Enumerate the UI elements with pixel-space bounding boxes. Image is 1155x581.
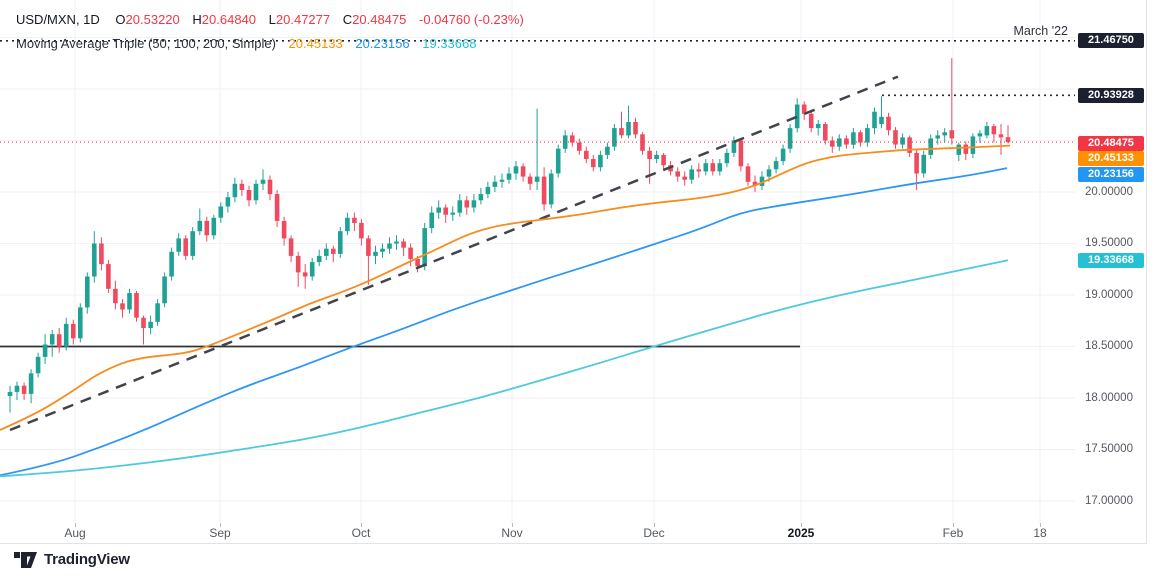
close-label: C xyxy=(342,12,353,27)
tradingview-branding[interactable]: TradingView xyxy=(14,551,130,568)
tradingview-logo-text: TradingView xyxy=(44,551,130,568)
chart-bottom-border xyxy=(0,543,1146,544)
price-tick-label: 18.50000 xyxy=(1085,340,1133,352)
price-badge: 20.93928 xyxy=(1078,87,1144,103)
open-value: 20.53220 xyxy=(125,12,180,27)
time-axis-label: Oct xyxy=(351,526,371,540)
time-axis-label: Aug xyxy=(64,526,86,540)
time-axis-label: 2025 xyxy=(787,526,815,540)
sma-100-line xyxy=(0,167,1008,477)
price-tick-label: 17.50000 xyxy=(1085,443,1133,455)
change-value: -0.04760 (-0.23%) xyxy=(419,12,524,27)
time-axis-label: Feb xyxy=(942,526,964,540)
sma-200-line xyxy=(0,259,1009,478)
price-badge: 20.23156 xyxy=(1078,166,1144,182)
price-tick-label: 20.00000 xyxy=(1085,185,1133,198)
time-axis[interactable]: Aug Sep Oct Nov Dec 2025 Feb 18 xyxy=(0,523,1075,543)
chart-right-border xyxy=(1146,0,1147,544)
sma-50-line xyxy=(0,144,1011,431)
price-tick-label: 19.50000 xyxy=(1085,237,1133,249)
close-value: 20.48475 xyxy=(352,12,407,27)
time-tick xyxy=(1040,523,1041,527)
time-axis-label: Sep xyxy=(209,526,231,540)
price-tick-label: 17.00000 xyxy=(1085,494,1133,507)
time-tick xyxy=(801,523,802,527)
price-axis[interactable]: 20.00000 19.50000 19.00000 18.50000 18.00000… xyxy=(1075,0,1146,543)
march-22-annotation: March '22 xyxy=(1013,24,1069,38)
symbol-legend[interactable]: USD/MXN, 1D O20.53220 H20.64840 L20.4727… xyxy=(16,12,533,27)
price-tick-label: 19.00000 xyxy=(1085,288,1133,301)
time-axis-label: Dec xyxy=(643,526,665,540)
trendline xyxy=(9,75,899,432)
low-label: L xyxy=(268,12,276,27)
time-tick xyxy=(512,523,513,527)
price-pane[interactable] xyxy=(0,0,1075,523)
sma200-value: 19.33668 xyxy=(422,36,477,51)
time-tick xyxy=(361,523,362,527)
high-value: 20.64840 xyxy=(201,12,257,27)
sma50-value: 20.45133 xyxy=(288,36,343,51)
time-tick xyxy=(220,523,221,527)
high-label: H xyxy=(192,12,202,27)
price-badge: 19.33668 xyxy=(1078,252,1144,268)
price-badge: 20.45133 xyxy=(1078,151,1144,166)
symbol-title[interactable]: USD/MXN, 1D xyxy=(16,12,100,27)
price-tick-label: 18.00000 xyxy=(1085,391,1133,404)
time-axis-label: Nov xyxy=(501,526,523,540)
low-value: 20.47277 xyxy=(275,12,331,27)
price-badge: 20.48475 xyxy=(1078,135,1144,151)
indicator-legend[interactable]: Moving Average Triple (50, 100, 200, Sim… xyxy=(16,36,485,51)
time-axis-label: 18 xyxy=(1033,526,1047,540)
time-tick xyxy=(654,523,655,527)
tradingview-logo-icon xyxy=(14,551,37,568)
indicator-title[interactable]: Moving Average Triple (50, 100, 200, Sim… xyxy=(16,36,276,51)
open-label: O xyxy=(115,12,126,27)
sma100-value: 20.23156 xyxy=(355,36,410,51)
time-tick xyxy=(953,523,954,527)
candles xyxy=(7,58,1011,413)
price-badge: 21.46750 xyxy=(1078,33,1144,49)
time-tick xyxy=(75,523,76,527)
